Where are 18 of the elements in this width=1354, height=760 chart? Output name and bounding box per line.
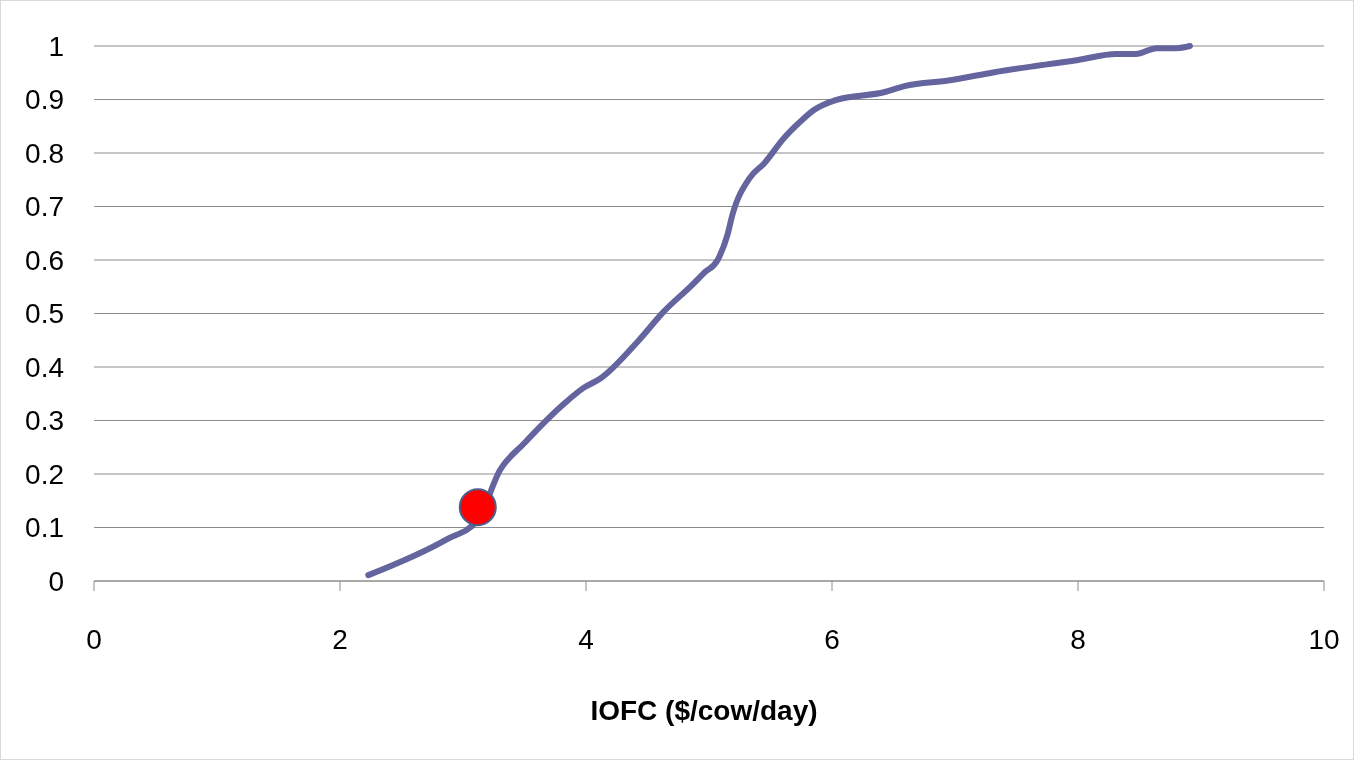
y-tick-label: 0.6 xyxy=(25,244,64,276)
y-tick-label: 0.8 xyxy=(25,137,64,169)
y-tick-label: 0.1 xyxy=(25,512,64,544)
y-tick-label: 0.4 xyxy=(25,351,64,383)
y-tick-label: 0.9 xyxy=(25,84,64,116)
y-tick-label: 0.7 xyxy=(25,191,64,223)
y-tick-label: 1 xyxy=(48,30,64,62)
y-tick-label: 0.3 xyxy=(25,405,64,437)
x-tick-label: 0 xyxy=(86,624,102,655)
x-tick-label: 8 xyxy=(1070,624,1086,655)
x-tick-label: 2 xyxy=(332,624,348,655)
x-axis-title: IOFC ($/cow/day) xyxy=(590,695,818,726)
x-tick-label: 6 xyxy=(824,624,840,655)
x-tick-label: 4 xyxy=(578,624,594,655)
x-tick-label: 10 xyxy=(1308,624,1340,655)
y-tick-label: 0.5 xyxy=(25,298,64,330)
y-tick-label: 0 xyxy=(48,565,64,597)
y-tick-label: 0.2 xyxy=(25,458,64,490)
